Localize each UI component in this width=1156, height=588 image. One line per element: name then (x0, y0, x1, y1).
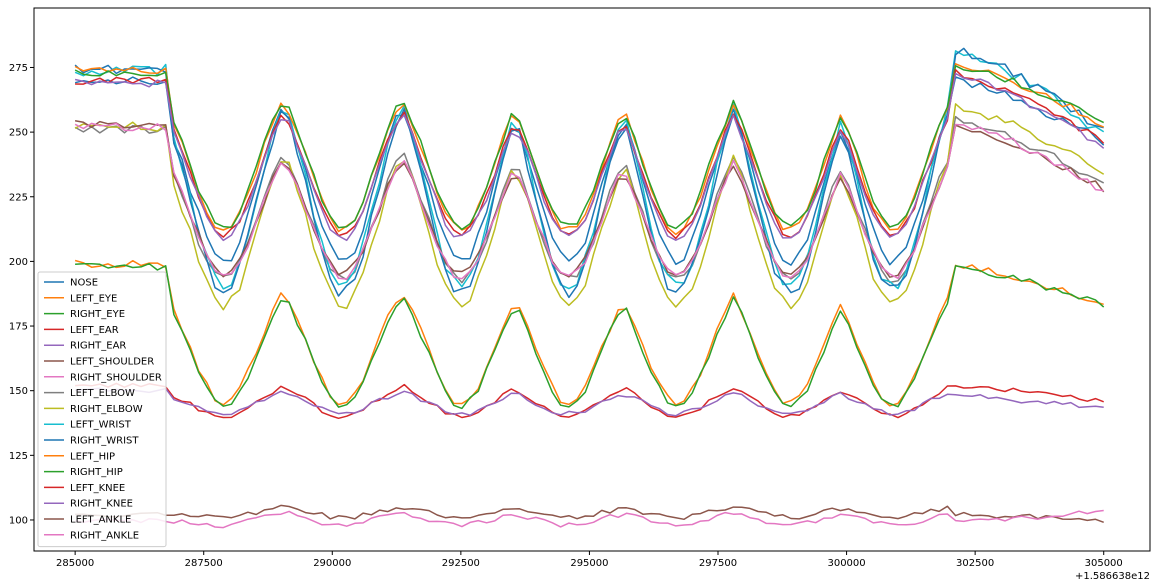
series-line-left-shoulder (75, 504, 1104, 524)
series-line-left-hip (74, 63, 1104, 236)
y-tick-label: 100 (9, 515, 28, 526)
series-line-right-shoulder (74, 509, 1104, 529)
legend-label: LEFT_WRIST (70, 420, 132, 431)
series-line-right-eye (75, 262, 1105, 410)
y-tick-label: 275 (9, 63, 28, 74)
legend-box (37, 271, 167, 548)
x-tick-label: 302500 (956, 558, 994, 569)
series-line-right-knee (74, 72, 1105, 242)
legend-label: LEFT_KNEE (70, 483, 125, 494)
series-line-right-wrist (74, 47, 1104, 299)
x-offset-label: +1.586638e12 (1075, 571, 1150, 582)
series-line-left-ankle (74, 120, 1105, 278)
legend-label: RIGHT_ANKLE (70, 530, 139, 541)
legend-label: RIGHT_KNEE (70, 499, 133, 510)
series-line-right-hip (74, 65, 1105, 231)
x-tick-label: 300000 (827, 558, 865, 569)
legend-label: LEFT_HIP (70, 451, 115, 462)
legend-label: RIGHT_ELBOW (70, 404, 143, 415)
y-tick-label: 225 (9, 192, 28, 203)
legend-label: RIGHT_WRIST (70, 436, 139, 447)
y-axis: 100 125 150 175 200 225 250 275 (9, 63, 34, 526)
x-axis: 285000 287500 290000 292500 295000 297500 3000… (56, 551, 1123, 569)
legend-label: LEFT_ANKLE (70, 515, 131, 526)
series-line-left-eye (74, 259, 1104, 407)
plot-frame (33, 7, 1151, 552)
y-tick-label: 125 (9, 451, 28, 462)
series-line-right-ear (75, 387, 1104, 417)
x-tick-label: 290000 (313, 558, 351, 569)
legend-label: LEFT_EYE (70, 293, 117, 304)
legend-label: NOSE (70, 278, 98, 289)
x-tick-label: 287500 (185, 558, 223, 569)
x-tick-label: 297500 (699, 558, 737, 569)
x-tick-label: 285000 (56, 558, 94, 569)
x-tick-label: 295000 (570, 558, 608, 569)
y-tick-label: 150 (9, 386, 28, 397)
legend: NOSE LEFT_EYE RIGHT_EYE LEFT_EAR RIGHT_EAR LE… (37, 271, 167, 548)
series-layer (74, 47, 1105, 529)
plot-background (34, 8, 1150, 551)
legend-label: RIGHT_EAR (70, 341, 126, 352)
series-line-right-ankle (74, 122, 1104, 280)
legend-label: RIGHT_EYE (70, 309, 125, 320)
x-tick-label: 292500 (442, 558, 480, 569)
y-tick-label: 250 (9, 128, 28, 139)
legend-label: RIGHT_SHOULDER (70, 372, 162, 383)
y-tick-label: 200 (9, 257, 28, 268)
legend-label: RIGHT_HIP (70, 467, 123, 478)
legend-label: LEFT_SHOULDER (70, 357, 154, 368)
legend-label: LEFT_ELBOW (70, 388, 135, 399)
y-tick-label: 175 (9, 322, 28, 333)
legend-label: LEFT_EAR (70, 325, 119, 336)
x-tick-label: 305000 (1085, 558, 1123, 569)
